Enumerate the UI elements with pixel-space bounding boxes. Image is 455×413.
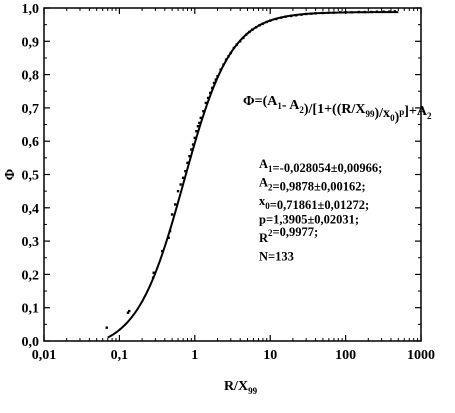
data-point	[167, 236, 170, 239]
data-point	[190, 148, 193, 151]
data-point	[195, 130, 198, 133]
fit-parameter: N=133	[259, 250, 294, 264]
data-point	[198, 121, 201, 125]
fit-parameter: p=1,3905±0,02031;	[259, 213, 359, 227]
fit-parameter: R2=0,9977;	[259, 225, 318, 245]
data-point	[105, 326, 108, 329]
x-axis-label-main: R/X	[224, 379, 248, 394]
x-axis-label: R/X99	[224, 379, 258, 396]
data-point	[179, 183, 182, 186]
data-point	[188, 154, 191, 158]
x-tick-label: 100	[335, 348, 356, 363]
fit-parameter: A1=-0,028054±0,00966;	[259, 157, 382, 175]
x-tick-label: 0,1	[111, 348, 129, 363]
fit-equation: Φ=(A1- A2)/[1+((R/X99)/x0)p]+A2	[243, 94, 432, 125]
x-tick-label: 0,01	[32, 348, 57, 363]
data-point	[202, 110, 205, 113]
y-tick-label: 0,0	[22, 335, 40, 350]
data-point	[204, 101, 208, 105]
y-tick-label: 0,8	[22, 69, 40, 84]
data-point	[196, 125, 200, 128]
data-point	[184, 169, 187, 173]
y-tick-label: 0,3	[22, 235, 40, 250]
data-point	[176, 189, 180, 193]
data-point	[181, 176, 185, 180]
data-point	[128, 309, 131, 313]
data-point	[126, 311, 130, 314]
y-tick-label: 0,4	[22, 202, 40, 217]
data-point	[174, 203, 177, 206]
x-tick-label: 1	[191, 348, 198, 363]
y-tick-label: 0,1	[22, 302, 40, 317]
x-tick-label: 1000	[407, 348, 435, 363]
y-tick-label: 0,9	[22, 35, 40, 50]
y-tick-label: 0,2	[22, 268, 40, 283]
data-point	[186, 161, 189, 165]
data-point	[212, 81, 216, 85]
data-point	[191, 143, 195, 146]
x-tick-label: 10	[263, 348, 277, 363]
data-point	[206, 96, 210, 100]
y-tick-label: 0,5	[22, 169, 40, 184]
data-point	[152, 271, 155, 274]
fit-parameters: A1=-0,028054±0,00966;A2=0,9878±0,00162;x…	[259, 157, 382, 264]
data-point	[199, 116, 202, 120]
y-axis-label: Φ	[3, 168, 18, 180]
y-tick-label: 0,7	[22, 102, 40, 117]
data-point	[170, 213, 174, 216]
fit-parameter: A2=0,9878±0,00162;	[259, 176, 366, 194]
ticks: 0,0 0,1 0,2 0,3 0,4 0,5 0,6 0,7 0,8 0,9 1,0 0,01 0,1…	[22, 2, 436, 363]
data-point	[193, 136, 196, 140]
fit-parameter: x0=0,71861±0,01272;	[259, 194, 369, 212]
x-axis-label-subscript: 99	[248, 386, 258, 396]
y-tick-label: 0,6	[22, 135, 40, 150]
y-tick-label: 1,0	[22, 2, 40, 17]
fit-curve	[107, 11, 399, 339]
